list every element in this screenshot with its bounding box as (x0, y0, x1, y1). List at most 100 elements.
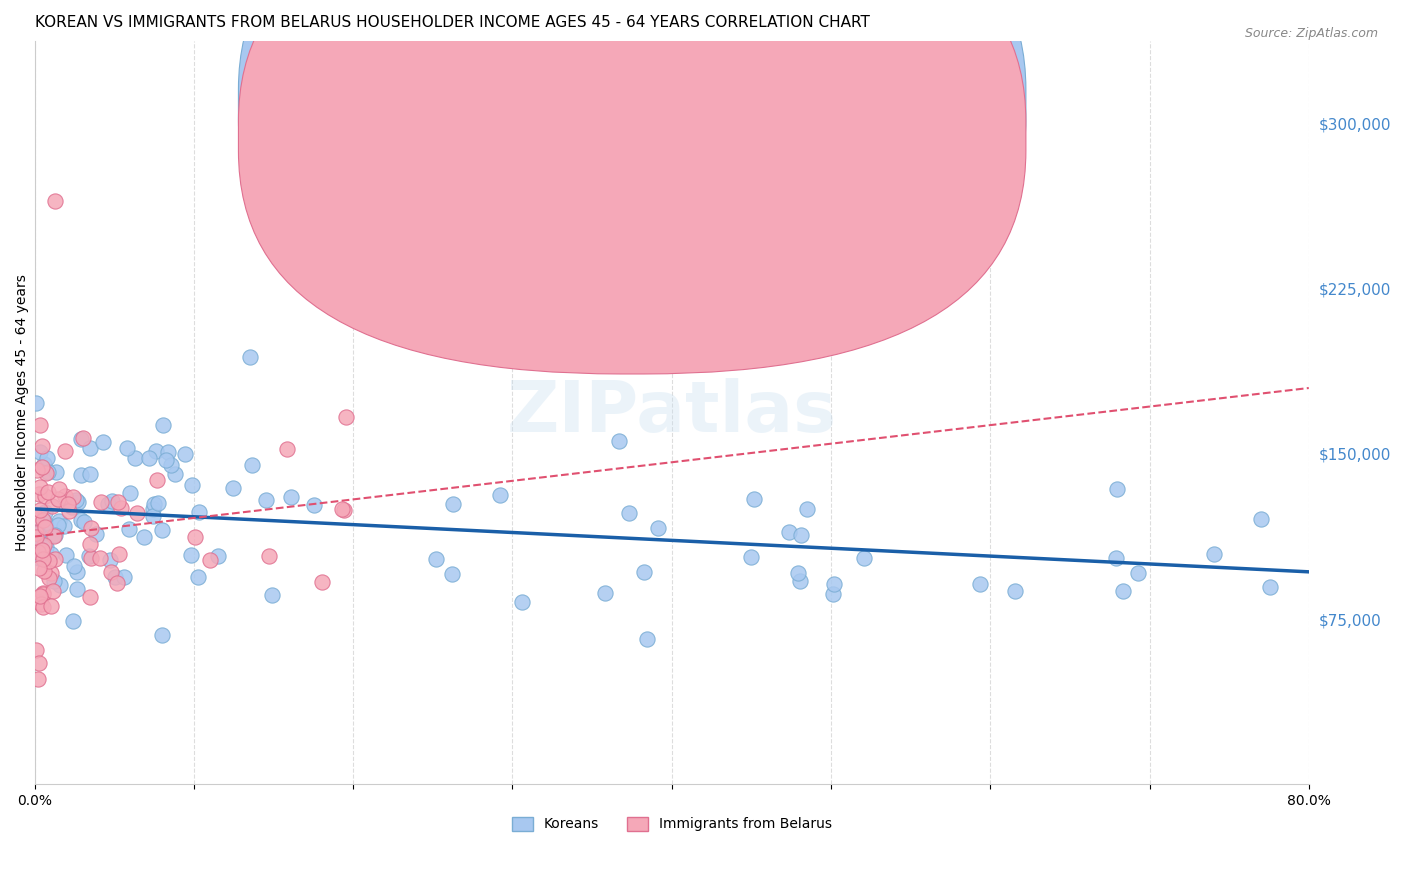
Text: -0.214: -0.214 (697, 101, 741, 114)
Point (32, 586, 55, 600)
Point (53, 444, 76, 458)
Point (138, 451, 160, 466)
Point (90, 495, 112, 509)
Point (304, 498, 326, 512)
Point (240, 458, 263, 473)
Point (30, 445, 52, 459)
Text: KOREAN VS IMMIGRANTS FROM BELARUS HOUSEHOLDER INCOME AGES 45 - 64 YEARS CORRELAT: KOREAN VS IMMIGRANTS FROM BELARUS HOUSEH… (35, 15, 869, 30)
Point (84, 526, 107, 541)
Point (207, 549, 229, 563)
Point (34, 538, 56, 552)
Point (115, 441, 138, 455)
Text: Source: ZipAtlas.com: Source: ZipAtlas.com (1244, 27, 1378, 40)
Point (34, 458, 56, 472)
Point (142, 508, 165, 523)
Point (150, 523, 173, 537)
Point (163, 467, 186, 481)
FancyBboxPatch shape (614, 78, 934, 168)
Point (188, 505, 211, 519)
FancyBboxPatch shape (239, 0, 1026, 342)
Point (34, 516, 56, 530)
Point (91, 435, 114, 450)
Point (25, 510, 48, 524)
Point (31, 546, 53, 560)
Point (38, 571, 60, 585)
Point (79, 590, 101, 604)
Point (120, 485, 142, 500)
Point (79, 467, 101, 481)
Point (142, 502, 165, 516)
Point (46, 492, 69, 507)
Point (60, 500, 83, 515)
Point (31, 513, 53, 527)
Point (124, 451, 146, 466)
Point (146, 473, 169, 487)
Point (79, 537, 101, 551)
Point (28, 535, 51, 549)
Point (32, 565, 55, 579)
Point (25, 526, 48, 541)
Point (44, 194, 66, 208)
Point (110, 500, 132, 515)
Point (1112, 584, 1135, 599)
Point (44, 528, 66, 542)
Point (853, 551, 876, 566)
Point (790, 528, 813, 542)
Point (89, 551, 111, 566)
Text: R =: R = (652, 101, 682, 114)
Point (333, 503, 356, 517)
Point (34, 520, 56, 534)
Point (787, 566, 810, 580)
Point (1250, 511, 1272, 525)
Point (28, 561, 51, 575)
Point (30, 597, 52, 611)
Point (100, 565, 122, 579)
Point (25, 520, 48, 534)
FancyBboxPatch shape (239, 0, 1026, 374)
Point (105, 575, 128, 590)
Point (56, 497, 79, 511)
Point (335, 410, 357, 425)
Point (180, 477, 202, 491)
Point (30, 589, 52, 603)
Point (239, 350, 262, 364)
Text: ZIPatlas: ZIPatlas (506, 378, 837, 447)
Point (633, 565, 655, 579)
Point (31, 460, 53, 475)
Point (46, 517, 69, 532)
Text: 107: 107 (824, 101, 851, 114)
Point (25, 395, 48, 409)
Point (150, 628, 173, 642)
Point (198, 553, 221, 567)
Point (31, 543, 53, 558)
Point (98, 552, 121, 566)
Point (112, 570, 135, 584)
Point (160, 458, 183, 472)
Point (55, 549, 77, 563)
Point (65, 492, 87, 507)
Point (155, 453, 177, 467)
Point (143, 497, 166, 511)
Point (1202, 547, 1225, 561)
Point (1104, 551, 1126, 566)
Point (35, 467, 58, 481)
Point (39, 547, 62, 561)
Point (593, 586, 616, 600)
Point (27, 595, 49, 609)
Point (607, 434, 630, 448)
Point (276, 442, 298, 457)
Point (34, 505, 56, 519)
Point (262, 588, 284, 602)
Point (34, 489, 56, 503)
Point (101, 494, 124, 508)
Y-axis label: Householder Income Ages 45 - 64 years: Householder Income Ages 45 - 64 years (15, 274, 30, 551)
Point (1126, 566, 1149, 580)
Point (510, 595, 533, 609)
Point (27, 527, 49, 541)
Point (37, 451, 59, 466)
Point (66, 582, 89, 597)
Point (80, 551, 103, 566)
Point (41, 499, 63, 513)
Point (66, 565, 89, 579)
Point (28, 486, 51, 500)
